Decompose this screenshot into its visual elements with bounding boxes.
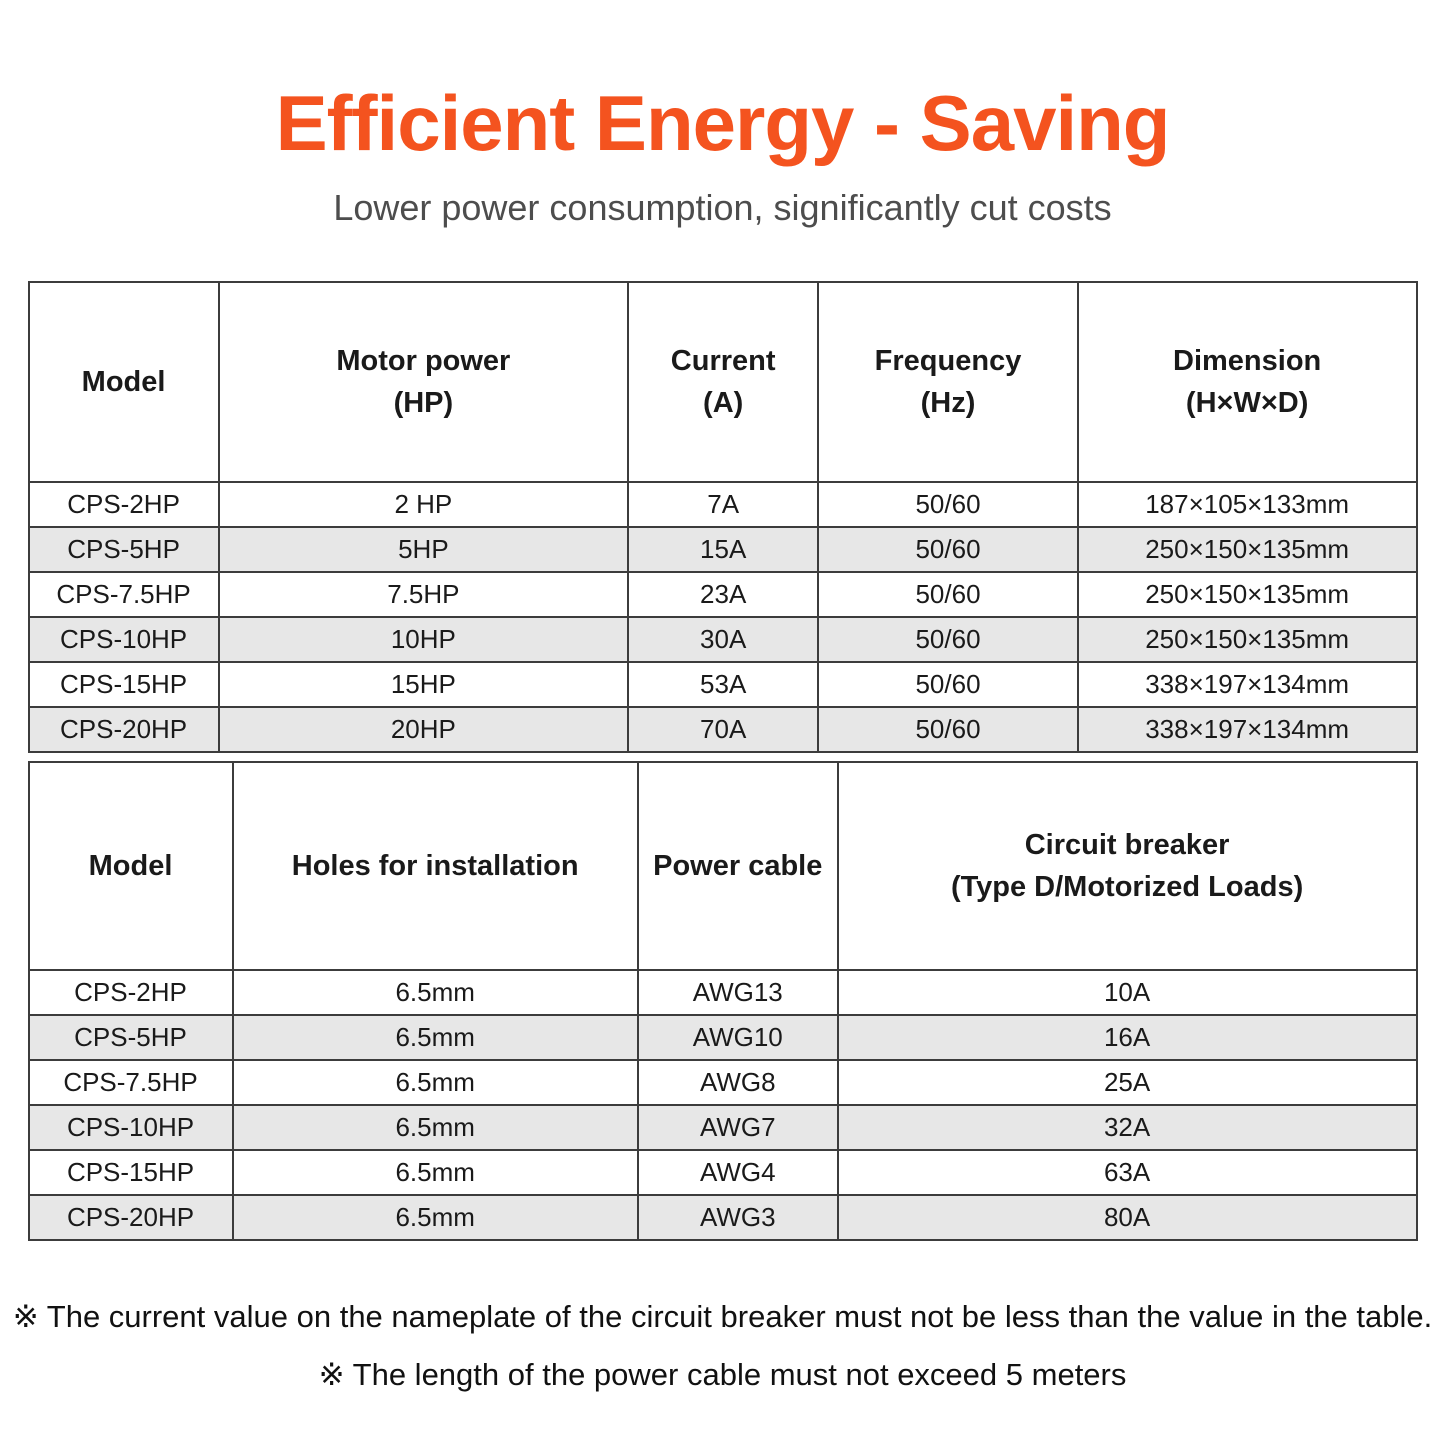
column-header: Current (A) (627, 281, 820, 483)
table-cell: 6.5mm (231, 1194, 639, 1241)
column-header: Model (27, 761, 234, 971)
page-subtitle: Lower power consumption, significantly c… (333, 187, 1112, 228)
table-cell: 30A (627, 616, 820, 663)
table-cell: CPS-7.5HP (27, 1059, 234, 1106)
table-cell: CPS-2HP (27, 969, 234, 1016)
table-row: CPS-5HP 6.5mm AWG10 16A (27, 1014, 1418, 1061)
table-row: CPS-10HP 6.5mm AWG7 32A (27, 1104, 1418, 1151)
table-cell: 338×197×134mm (1076, 661, 1418, 708)
table-row: CPS-15HP 6.5mm AWG4 63A (27, 1149, 1418, 1196)
table-cell: 32A (836, 1104, 1418, 1151)
table-cell: CPS-7.5HP (27, 571, 220, 618)
table-cell: 50/60 (817, 481, 1079, 528)
table-cell: 7.5HP (217, 571, 630, 618)
table-cell: 50/60 (817, 706, 1079, 753)
table-cell: 6.5mm (231, 1014, 639, 1061)
table-cell: AWG3 (636, 1194, 839, 1241)
table-row: CPS-20HP 20HP 70A 50/60 338×197×134mm (27, 706, 1418, 753)
table-cell: 187×105×133mm (1076, 481, 1418, 528)
spec-tables: Model Motor power (HP) Current (A) Frequenc… (0, 281, 1445, 1241)
column-header: Circuit breaker (Type D/Motorized Loads) (836, 761, 1418, 971)
table-cell: 250×150×135mm (1076, 526, 1418, 573)
table-cell: 5HP (217, 526, 630, 573)
table-row: CPS-15HP 15HP 53A 50/60 338×197×134mm (27, 661, 1418, 708)
table-cell: CPS-15HP (27, 661, 220, 708)
table-cell: CPS-5HP (27, 1014, 234, 1061)
table-cell: 15A (627, 526, 820, 573)
footnote-power-cable: ※ The length of the power cable must not… (318, 1357, 1127, 1392)
table-cell: 16A (836, 1014, 1418, 1061)
table-cell: CPS-5HP (27, 526, 220, 573)
table-cell: AWG7 (636, 1104, 839, 1151)
table-row: CPS-10HP 10HP 30A 50/60 250×150×135mm (27, 616, 1418, 663)
table-cell: 10A (836, 969, 1418, 1016)
table-row: CPS-2HP 6.5mm AWG13 10A (27, 969, 1418, 1016)
table-row: CPS-7.5HP 7.5HP 23A 50/60 250×150×135mm (27, 571, 1418, 618)
table-row: CPS-7.5HP 6.5mm AWG8 25A (27, 1059, 1418, 1106)
table-row: CPS-5HP 5HP 15A 50/60 250×150×135mm (27, 526, 1418, 573)
column-header: Motor power (HP) (217, 281, 630, 483)
table-cell: 80A (836, 1194, 1418, 1241)
table-cell: 53A (627, 661, 820, 708)
table-cell: 6.5mm (231, 1059, 639, 1106)
table-row: CPS-2HP 2 HP 7A 50/60 187×105×133mm (27, 481, 1418, 528)
table-cell: 70A (627, 706, 820, 753)
electrical-spec-table: Model Motor power (HP) Current (A) Frequenc… (27, 281, 1418, 753)
column-header: Holes for installation (231, 761, 639, 971)
table-cell: 50/60 (817, 571, 1079, 618)
table-cell: CPS-20HP (27, 1194, 234, 1241)
table-cell: AWG10 (636, 1014, 839, 1061)
table-cell: AWG13 (636, 969, 839, 1016)
header-row: Model Motor power (HP) Current (A) Frequenc… (27, 281, 1418, 483)
installation-spec-table: Model Holes for installation Power cable Ci… (27, 761, 1418, 1241)
table-cell: 7A (627, 481, 820, 528)
table-cell: CPS-10HP (27, 616, 220, 663)
table-cell: 2 HP (217, 481, 630, 528)
table-cell: AWG8 (636, 1059, 839, 1106)
table-cell: 338×197×134mm (1076, 706, 1418, 753)
column-header: Frequency (Hz) (817, 281, 1079, 483)
page-title: Efficient Energy - Saving (275, 79, 1171, 167)
column-header: Dimension (H×W×D) (1076, 281, 1418, 483)
footnote-circuit-breaker: ※ The current value on the nameplate of … (12, 1299, 1433, 1334)
table-cell: 250×150×135mm (1076, 571, 1418, 618)
table-cell: AWG4 (636, 1149, 839, 1196)
table-cell: 50/60 (817, 661, 1079, 708)
footnotes: ※ The current value on the nameplate of … (0, 1299, 1445, 1393)
column-header: Power cable (636, 761, 839, 971)
table-cell: 15HP (217, 661, 630, 708)
table-cell: 6.5mm (231, 1104, 639, 1151)
table-cell: 10HP (217, 616, 630, 663)
table-cell: 50/60 (817, 526, 1079, 573)
table-cell: CPS-15HP (27, 1149, 234, 1196)
table-cell: 6.5mm (231, 1149, 639, 1196)
table-cell: 50/60 (817, 616, 1079, 663)
table-cell: CPS-2HP (27, 481, 220, 528)
table-cell: 23A (627, 571, 820, 618)
table-cell: 250×150×135mm (1076, 616, 1418, 663)
table-cell: 63A (836, 1149, 1418, 1196)
table-cell: 25A (836, 1059, 1418, 1106)
table-cell: 6.5mm (231, 969, 639, 1016)
table-cell: CPS-20HP (27, 706, 220, 753)
table-cell: CPS-10HP (27, 1104, 234, 1151)
table-row: CPS-20HP 6.5mm AWG3 80A (27, 1194, 1418, 1241)
column-header: Model (27, 281, 220, 483)
header-row: Model Holes for installation Power cable Ci… (27, 761, 1418, 971)
table-cell: 20HP (217, 706, 630, 753)
